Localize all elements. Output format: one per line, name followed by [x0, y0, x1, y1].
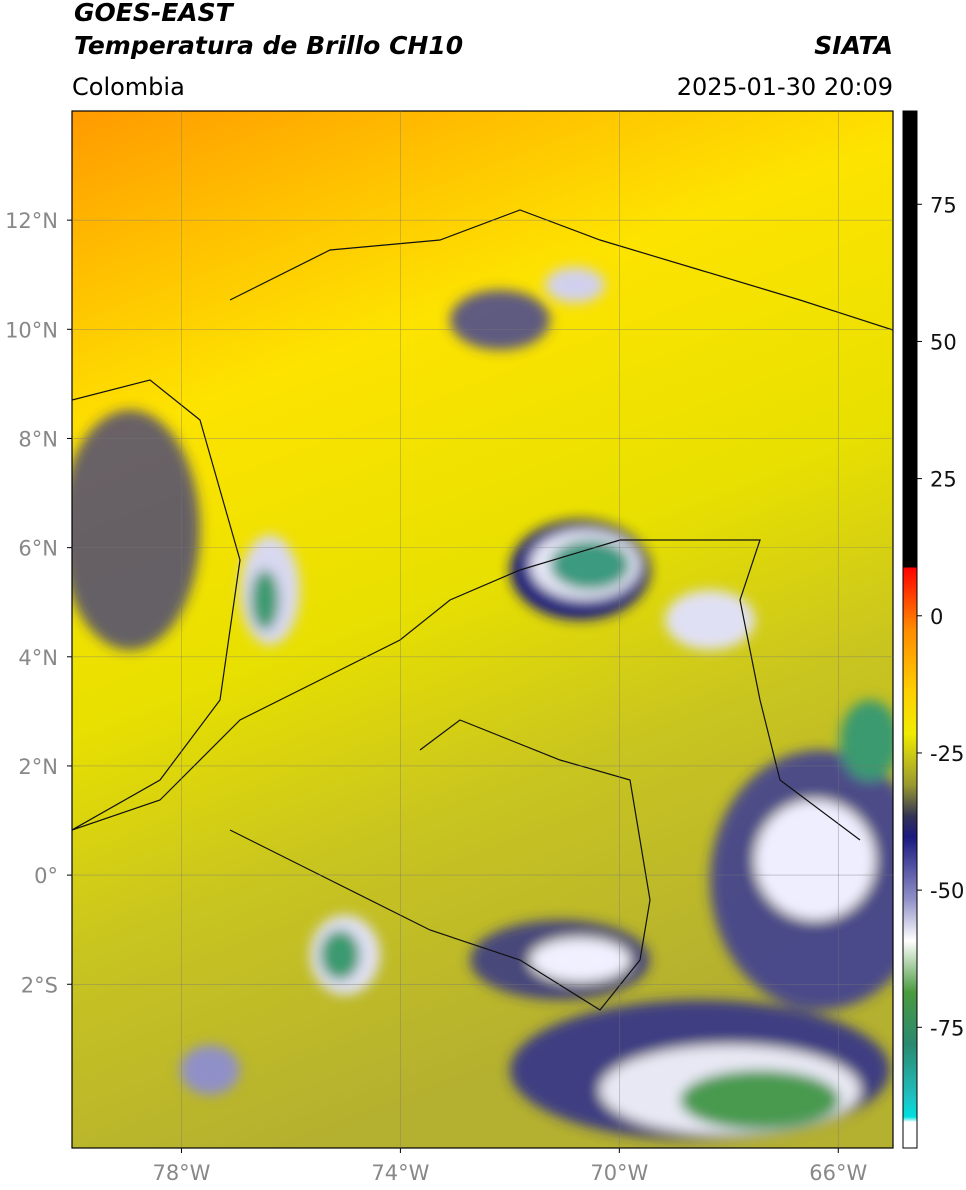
- colorbar-tick-label: 50: [930, 330, 957, 354]
- title: GOES-EAST: [74, 0, 235, 27]
- y-tick-label: 2°S: [21, 973, 58, 997]
- y-tick-label: 12°N: [5, 209, 58, 233]
- colorbar: [902, 110, 918, 1149]
- subtitle: Temperatura de Brillo CH10: [74, 31, 463, 60]
- y-tick-label: 10°N: [5, 318, 58, 342]
- colorbar-tick-label: 0: [930, 605, 943, 629]
- y-tick-label: 6°N: [18, 537, 58, 561]
- x-tick-label: 70°W: [590, 1161, 648, 1185]
- colorbar-tick-label: 25: [930, 468, 957, 492]
- x-tick-label: 78°W: [152, 1161, 210, 1185]
- map-frame: [71, 110, 894, 1149]
- colorbar-tick-label: -75: [930, 1016, 964, 1040]
- x-tick-label: 66°W: [809, 1161, 867, 1185]
- satellite-image: [72, 111, 893, 1148]
- x-tick-label: 74°W: [371, 1161, 429, 1185]
- region: Colombia: [72, 73, 185, 101]
- colorbar-tick-label: -50: [930, 879, 964, 903]
- y-tick-label: 4°N: [18, 646, 58, 670]
- colorbar-tick-label: -25: [930, 742, 964, 766]
- source: SIATA: [814, 31, 893, 60]
- y-tick-label: 8°N: [18, 427, 58, 451]
- datetime: 2025-01-30 20:09: [677, 73, 893, 101]
- y-tick-label: 0°: [34, 864, 58, 888]
- y-tick-label: 2°N: [18, 755, 58, 779]
- colorbar-tick-label: 75: [930, 193, 957, 217]
